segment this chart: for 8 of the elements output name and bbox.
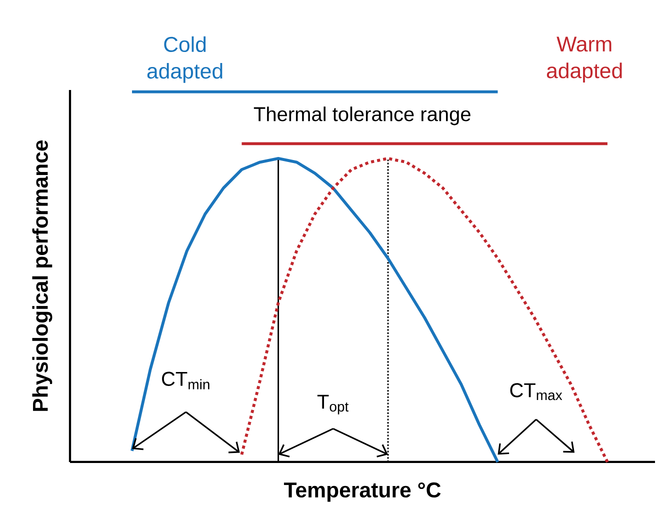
annotation: CT$_{min}$ [162, 372, 210, 390]
x-axis-title: Temperature °C [284, 482, 441, 502]
annotation: Thermal tolerance range [254, 106, 470, 126]
text: Warm adapted [546, 36, 622, 83]
annotation: T$_{opt}$ [317, 394, 349, 414]
y-axis-title: Physiological performance [32, 140, 52, 411]
text: Cold adapted [147, 36, 222, 83]
annotation: CT$_{max}$ [510, 383, 562, 400]
